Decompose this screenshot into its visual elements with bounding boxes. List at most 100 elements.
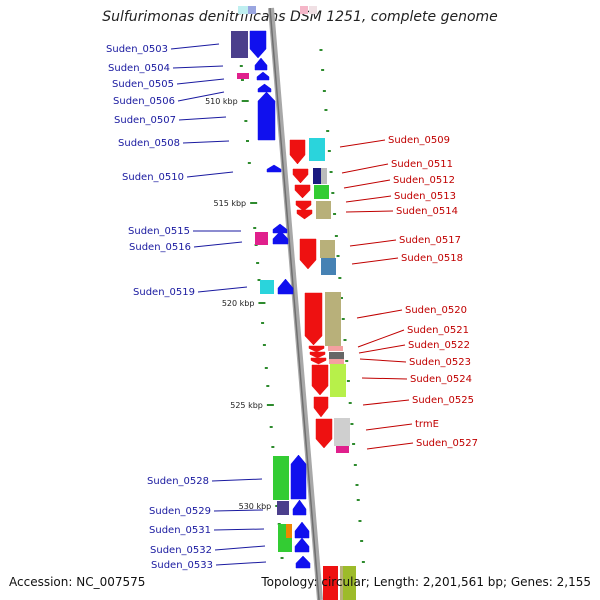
gene-label-suden_0511[interactable]: Suden_0511 <box>391 159 453 170</box>
label-connector <box>211 478 263 482</box>
forward-gene-arrow <box>257 91 276 141</box>
reverse-gene-arrow <box>308 345 325 353</box>
gene-label-suden_0531[interactable]: Suden_0531 <box>149 525 211 536</box>
protein-box <box>237 73 249 79</box>
reverse-gene-arrow <box>304 292 323 346</box>
protein-box <box>343 566 356 600</box>
gene-label-suden_0505[interactable]: Suden_0505 <box>112 79 174 90</box>
label-connector <box>213 509 264 512</box>
forward-gene-arrow <box>294 537 310 553</box>
gene-label-suden_0509[interactable]: Suden_0509 <box>388 135 450 146</box>
label-connector <box>361 377 408 380</box>
gene-label-suden_0513[interactable]: Suden_0513 <box>394 191 456 202</box>
label-connector <box>351 257 399 265</box>
gene-label-trme[interactable]: trmE <box>415 419 439 430</box>
label-connector <box>356 309 403 319</box>
gene-label-suden_0518[interactable]: Suden_0518 <box>401 253 463 264</box>
protein-box <box>277 501 289 515</box>
forward-gene-arrow <box>292 499 307 516</box>
gene-label-suden_0520[interactable]: Suden_0520 <box>405 305 467 316</box>
gene-features <box>231 6 356 600</box>
protein-box <box>314 185 329 199</box>
protein-box <box>334 418 350 446</box>
gene-label-suden_0503[interactable]: Suden_0503 <box>106 44 168 55</box>
protein-box <box>248 6 256 14</box>
forward-gene-arrow <box>295 555 311 569</box>
label-connector <box>172 65 224 69</box>
label-connector <box>359 358 407 363</box>
protein-box <box>329 359 344 364</box>
reverse-gene-arrow <box>310 357 327 365</box>
gene-label-suden_0523[interactable]: Suden_0523 <box>409 357 471 368</box>
left-gene-labels: Suden_0503 Suden_0504 Suden_0505 Suden_0506… <box>106 43 267 571</box>
reverse-gene-arrow <box>296 209 313 220</box>
label-connector <box>339 139 386 148</box>
gene-label-suden_0504[interactable]: Suden_0504 <box>108 63 170 74</box>
label-connector <box>214 545 266 551</box>
label-connector <box>197 286 248 293</box>
forward-gene-arrow <box>266 164 282 173</box>
gene-label-suden_0525[interactable]: Suden_0525 <box>412 395 474 406</box>
reverse-gene-arrow <box>294 184 311 199</box>
label-connector <box>213 528 265 531</box>
forward-gene-arrow <box>249 30 267 59</box>
gene-label-suden_0506[interactable]: Suden_0506 <box>113 96 175 107</box>
reverse-gene-arrow <box>313 396 329 418</box>
gene-label-suden_0529[interactable]: Suden_0529 <box>149 506 211 517</box>
gene-label-suden_0517[interactable]: Suden_0517 <box>399 235 461 246</box>
protein-box <box>255 232 268 245</box>
genome-backbone <box>268 7 323 600</box>
reverse-gene-arrow <box>309 351 326 359</box>
kbp-label: 515 kbp <box>214 199 247 208</box>
forward-gene-arrow <box>290 454 307 500</box>
label-connector <box>341 163 389 174</box>
reverse-gene-arrow <box>292 168 309 184</box>
reverse-gene-arrow <box>289 139 306 165</box>
gene-label-suden_0524[interactable]: Suden_0524 <box>410 374 472 385</box>
right-gene-labels: Suden_0509 Suden_0511 Suden_0512 Suden_0513… <box>339 135 478 450</box>
kbp-label: 530 kbp <box>239 502 272 511</box>
protein-box <box>273 456 289 500</box>
label-connector <box>358 344 406 354</box>
gene-label-suden_0533[interactable]: Suden_0533 <box>151 560 213 571</box>
label-connector <box>365 423 413 431</box>
reverse-gene-arrow <box>299 238 317 270</box>
protein-box <box>231 31 248 58</box>
protein-box <box>321 258 336 275</box>
gene-label-suden_0512[interactable]: Suden_0512 <box>393 175 455 186</box>
label-connector <box>345 195 392 203</box>
kbp-label: 525 kbp <box>230 401 263 410</box>
label-connector <box>366 442 414 450</box>
protein-box <box>309 6 317 14</box>
gene-label-suden_0528[interactable]: Suden_0528 <box>147 476 209 487</box>
label-connector <box>357 329 405 348</box>
label-connector <box>186 171 234 178</box>
protein-box <box>260 280 274 294</box>
protein-box <box>320 240 335 258</box>
kbp-label: 520 kbp <box>222 299 255 308</box>
label-connector <box>177 91 225 102</box>
gene-label-suden_0522[interactable]: Suden_0522 <box>408 340 470 351</box>
map-title: Sulfurimonas denitrificans DSM 1251, com… <box>102 9 498 25</box>
gene-label-suden_0532[interactable]: Suden_0532 <box>150 545 212 556</box>
gene-label-suden_0521[interactable]: Suden_0521 <box>407 325 469 336</box>
protein-box <box>278 524 286 538</box>
gene-label-suden_0508[interactable]: Suden_0508 <box>118 138 180 149</box>
protein-box <box>328 346 343 351</box>
gene-label-suden_0516[interactable]: Suden_0516 <box>129 242 191 253</box>
reverse-gene-arrow <box>315 418 333 449</box>
gene-label-suden_0519[interactable]: Suden_0519 <box>133 287 195 298</box>
gene-label-suden_0527[interactable]: Suden_0527 <box>416 438 478 449</box>
topology-text: Topology: circular; Length: 2,201,561 bp… <box>261 575 591 589</box>
label-connector <box>176 78 225 85</box>
protein-box <box>329 352 344 359</box>
gene-label-suden_0515[interactable]: Suden_0515 <box>128 226 190 237</box>
gene-label-suden_0510[interactable]: Suden_0510 <box>122 172 184 183</box>
reverse-gene-arrow <box>311 364 329 396</box>
protein-box <box>313 168 321 184</box>
label-connector <box>193 241 243 248</box>
gene-label-suden_0507[interactable]: Suden_0507 <box>114 115 176 126</box>
protein-box <box>325 292 341 346</box>
protein-box <box>330 364 346 397</box>
gene-label-suden_0514[interactable]: Suden_0514 <box>396 206 458 217</box>
